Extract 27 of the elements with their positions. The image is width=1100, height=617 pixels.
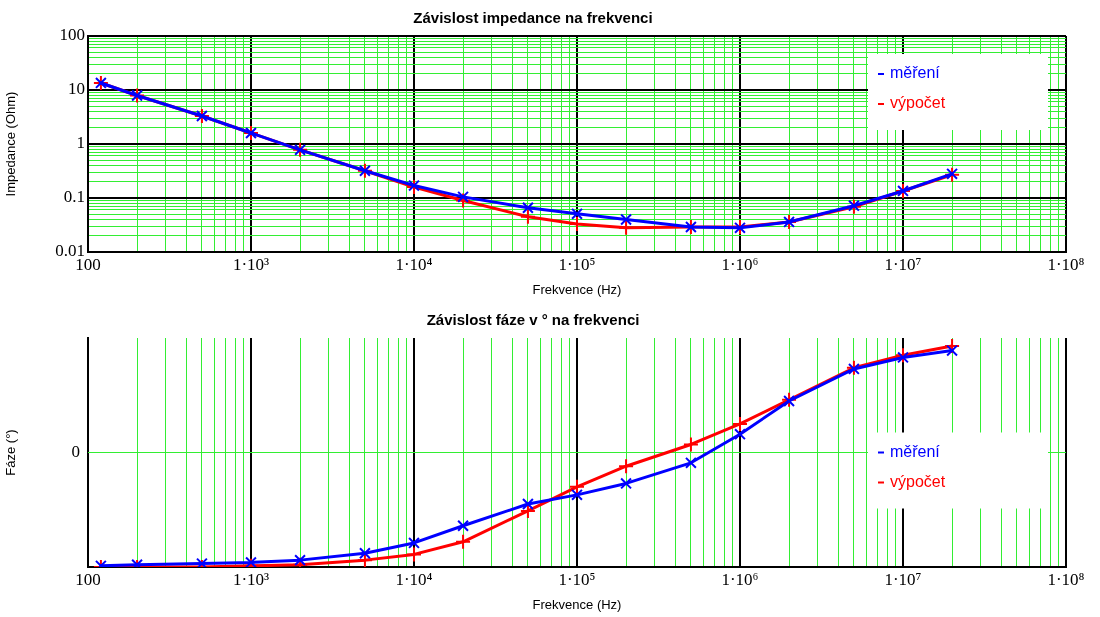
y-tick-label: 100	[59, 25, 85, 45]
x-tick-label: 1·10⁷	[884, 254, 922, 274]
x-axis-title: Frekvence (Hz)	[532, 281, 622, 297]
legend-label: výpočet	[890, 472, 946, 490]
x-tick-label: 1·10⁵	[558, 254, 596, 274]
x-tick-label: 1·10⁸	[1047, 569, 1085, 589]
x-axis-title: Frekvence (Hz)	[532, 596, 622, 612]
chart-title: Závislost fáze v ° na frekvenci	[426, 311, 640, 329]
y-axis-title: Impedance (Ohm)	[3, 91, 19, 197]
x-tick-label: 1·10⁷	[884, 569, 922, 589]
y-tick-label: 1	[76, 133, 85, 153]
x-tick-label: 1·10³	[232, 569, 270, 589]
ref-line-label: 0	[71, 441, 80, 461]
x-tick-label: 1·10⁶	[721, 254, 759, 274]
x-tick-label: 1·10³	[232, 254, 270, 274]
legend-label: měření	[890, 442, 941, 460]
y-tick-label: 0.1	[63, 187, 85, 207]
legend-label: měření	[890, 64, 941, 82]
y-axis-title: Fáze (°)	[3, 429, 19, 476]
x-tick-label: 1·10⁵	[558, 569, 596, 589]
x-tick-label: 1·10⁴	[395, 569, 433, 589]
legend-label: výpočet	[890, 94, 946, 112]
x-tick-label: 1·10⁸	[1047, 254, 1085, 274]
x-tick-label: 1·10⁶	[721, 569, 759, 589]
y-tick-label: 10	[68, 79, 85, 99]
x-tick-label: 1·10⁴	[395, 254, 433, 274]
chart-title: Závislost impedance na frekvenci	[413, 9, 653, 27]
